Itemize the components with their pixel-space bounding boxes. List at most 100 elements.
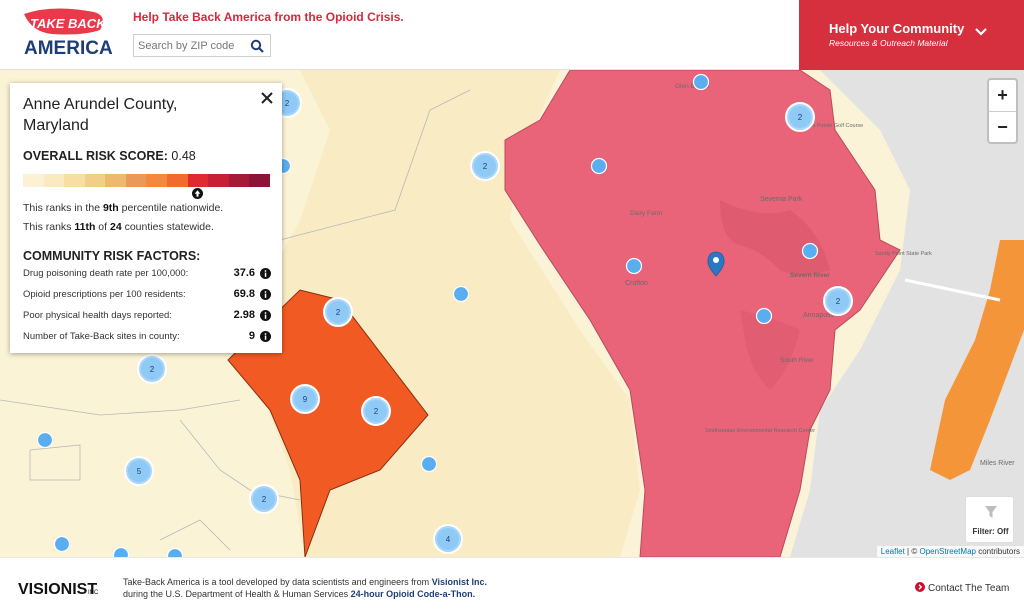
cluster-marker[interactable]: 4 bbox=[433, 524, 463, 554]
site-marker bbox=[590, 157, 608, 175]
cluster-marker[interactable]: 2 bbox=[785, 102, 815, 132]
attribution-tail: contributors bbox=[978, 547, 1020, 556]
site-marker bbox=[755, 307, 773, 325]
map[interactable]: Glen Burnie Severna Park Crofton Severn … bbox=[0, 70, 1024, 557]
label-compass-pointe: Compass Pointe Golf Course bbox=[792, 123, 863, 129]
risk-scale-segment bbox=[146, 174, 168, 187]
factor-row: Drug poisoning death rate per 100,000: 3… bbox=[23, 267, 271, 282]
risk-scale-segment bbox=[23, 174, 44, 187]
label-miles-river: Miles River bbox=[980, 460, 1015, 467]
selected-county-region bbox=[227, 289, 429, 557]
cluster-marker[interactable]: 9 bbox=[290, 384, 320, 414]
map-attribution: Leaflet | © OpenStreetMap contributors bbox=[876, 546, 1024, 557]
risk-scale-segment bbox=[105, 174, 126, 187]
svg-text:5: 5 bbox=[137, 467, 142, 476]
help-your-community-button[interactable]: Help Your Community Resources & Outreach… bbox=[799, 0, 1024, 70]
risk-scale-segment bbox=[249, 174, 270, 187]
cluster-marker[interactable]: 5 bbox=[124, 456, 154, 486]
anne-arundel-county-region bbox=[504, 70, 901, 557]
factor-label: Number of Take-Back sites in county: bbox=[23, 331, 180, 342]
visionist-logo[interactable]: VISIONIST INC bbox=[18, 574, 104, 600]
svg-text:2: 2 bbox=[262, 495, 267, 504]
county-title: Anne Arundel County, Maryland bbox=[23, 96, 178, 134]
tagline: Help Take Back America from the Opioid C… bbox=[133, 10, 404, 24]
label-severna-park: Severna Park bbox=[760, 196, 803, 203]
risk-scale-segment bbox=[64, 174, 85, 187]
factor-value: 9 bbox=[248, 330, 255, 342]
footer: VISIONIST INC Take-Back America is a too… bbox=[0, 557, 1024, 609]
attribution-separator: | © bbox=[907, 547, 918, 556]
cluster-marker[interactable]: 2 bbox=[823, 286, 853, 316]
factor-row: Opioid prescriptions per 100 residents: … bbox=[23, 288, 271, 303]
filter-button[interactable]: Filter: Off bbox=[965, 496, 1014, 543]
close-icon[interactable] bbox=[260, 91, 274, 105]
cluster-marker[interactable]: 2 bbox=[470, 151, 500, 181]
zoom-control: + − bbox=[987, 78, 1018, 144]
map-canvas[interactable]: Glen Burnie Severna Park Crofton Severn … bbox=[0, 70, 1024, 557]
risk-scale-segment bbox=[208, 174, 229, 187]
svg-text:2: 2 bbox=[336, 308, 341, 317]
logo-text-bottom: AMERICA bbox=[24, 38, 113, 59]
info-icon[interactable] bbox=[260, 268, 271, 279]
help-subtitle: Resources & Outreach Material bbox=[829, 38, 948, 48]
info-icon[interactable] bbox=[260, 289, 271, 300]
footer-credits: Take-Back America is a tool developed by… bbox=[123, 577, 488, 599]
risk-scale-segment bbox=[84, 174, 106, 187]
cluster-marker[interactable]: 2 bbox=[361, 396, 391, 426]
risk-scale-bar bbox=[23, 174, 270, 187]
location-pin-icon[interactable] bbox=[707, 251, 725, 277]
zoom-out-button[interactable]: − bbox=[989, 111, 1016, 142]
factor-value: 69.8 bbox=[233, 288, 255, 300]
national-rank: This ranks in the 9th percentile nationw… bbox=[23, 202, 224, 214]
site-marker bbox=[452, 285, 470, 303]
factor-label: Poor physical health days reported: bbox=[23, 310, 172, 321]
factor-row: Poor physical health days reported: 2.98 bbox=[23, 309, 271, 324]
site-marker bbox=[801, 242, 819, 260]
visionist-logo-suffix: INC bbox=[88, 590, 99, 596]
zip-search-input[interactable] bbox=[134, 35, 244, 56]
svg-text:2: 2 bbox=[285, 99, 290, 108]
cluster-marker[interactable]: 2 bbox=[249, 484, 279, 514]
label-severn-river: Severn River bbox=[790, 272, 830, 279]
logo-text-top: TAKE BACK bbox=[30, 16, 107, 31]
site-marker bbox=[53, 535, 71, 553]
take-back-america-logo[interactable]: TAKE BACK AMERICA bbox=[22, 6, 122, 62]
svg-text:2: 2 bbox=[374, 407, 379, 416]
svg-text:9: 9 bbox=[303, 395, 308, 404]
label-south-river: South River bbox=[780, 357, 815, 364]
cluster-marker[interactable]: 2 bbox=[137, 354, 167, 384]
factor-label: Opioid prescriptions per 100 residents: bbox=[23, 289, 186, 300]
state-rank: This ranks 11th of 24 counties statewide… bbox=[23, 221, 214, 233]
cluster-marker[interactable]: 2 bbox=[323, 297, 353, 327]
factor-row: Number of Take-Back sites in county: 9 bbox=[23, 330, 271, 345]
filter-label: Filter: Off bbox=[972, 527, 1009, 536]
search-icon[interactable] bbox=[250, 39, 264, 53]
visionist-link[interactable]: Visionist Inc. bbox=[431, 577, 488, 587]
risk-scale-segment bbox=[228, 174, 250, 187]
zoom-in-button[interactable]: + bbox=[997, 85, 1008, 105]
label-crofton: Crofton bbox=[625, 280, 648, 287]
osm-link[interactable]: OpenStreetMap bbox=[919, 547, 976, 556]
label-sandy-point: Sandy Point State Park bbox=[875, 251, 932, 257]
factor-value: 2.98 bbox=[233, 309, 255, 321]
contact-team-link[interactable]: Contact The Team bbox=[915, 582, 1009, 594]
code-a-thon-link[interactable]: 24-hour Opioid Code-a-Thon. bbox=[350, 589, 476, 599]
risk-score-value: 0.48 bbox=[171, 149, 196, 163]
zip-search bbox=[133, 34, 271, 57]
info-icon[interactable] bbox=[260, 331, 271, 342]
leaflet-link[interactable]: Leaflet bbox=[880, 547, 905, 556]
factor-value: 37.6 bbox=[233, 267, 255, 279]
risk-scale-segment-current bbox=[187, 174, 209, 187]
filter-funnel-icon bbox=[985, 506, 997, 518]
site-marker bbox=[36, 431, 54, 449]
svg-text:2: 2 bbox=[483, 162, 488, 171]
chevron-down-icon bbox=[975, 28, 987, 36]
scale-marker-icon bbox=[192, 188, 204, 199]
info-icon[interactable] bbox=[260, 310, 271, 321]
risk-factors-title: COMMUNITY RISK FACTORS: bbox=[23, 249, 201, 263]
risk-score: OVERALL RISK SCORE: 0.48 bbox=[23, 149, 196, 163]
label-dairy-farm: Dairy Farm bbox=[630, 210, 662, 217]
site-marker bbox=[112, 546, 130, 557]
visionist-logo-text: VISIONIST bbox=[18, 581, 97, 598]
site-marker bbox=[166, 547, 184, 557]
